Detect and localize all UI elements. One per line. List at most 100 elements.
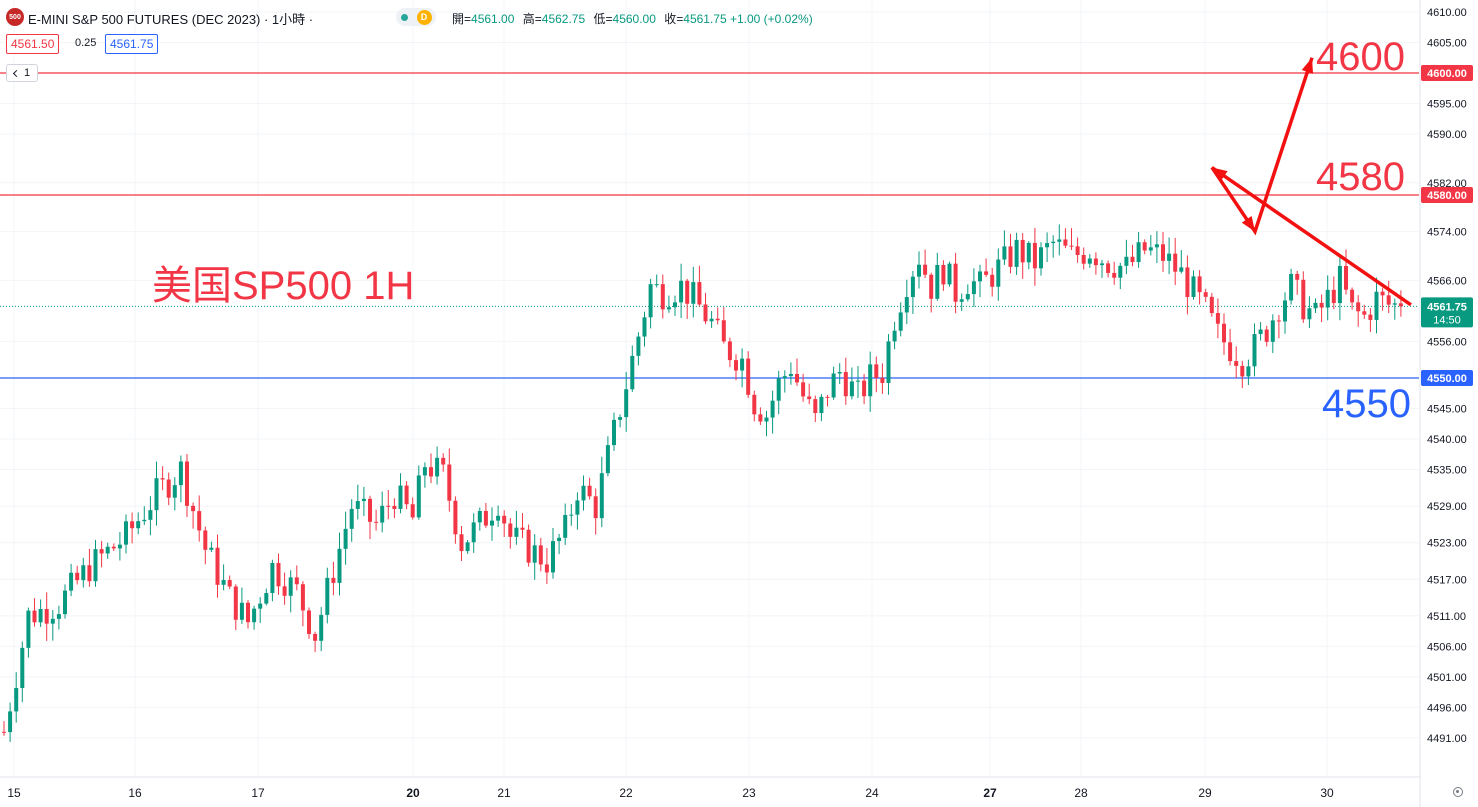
candle-body [20,647,25,688]
candle-body [630,355,635,390]
candle-body [837,372,842,374]
ohlc-legend: 開=4561.00 高=4562.75 低=4560.00 收=4561.75 … [452,10,818,27]
candle-body [1118,265,1123,278]
candle-body [1203,292,1208,297]
indicators-toggle[interactable]: 1 [6,64,38,82]
candle-body [563,515,568,538]
candle-body [331,577,336,583]
candle-body [1234,361,1239,366]
candle-body [1398,303,1403,307]
candle-body [1258,329,1263,335]
candle-body [1344,265,1348,290]
sell-price-button[interactable]: 4561.50 [6,34,60,54]
candle-body [209,547,214,550]
candle-body [374,521,379,523]
candle-body [679,280,684,303]
candle-body [734,360,738,371]
x-tick-label: 20 [406,786,420,800]
candle-body [178,461,183,486]
candle-body [807,396,812,400]
market-status[interactable]: D [396,8,436,26]
candle-body [1057,239,1062,242]
y-tick-label: 4517.00 [1427,574,1467,586]
candle-body [1319,302,1324,308]
candle-body [496,515,501,521]
candle-body [819,396,824,414]
x-tick-label: 24 [865,786,879,800]
y-tick-label: 4540.00 [1427,434,1467,446]
candle-body [532,545,537,563]
candle-body [111,546,116,549]
y-tick-label: 4566.00 [1427,275,1467,287]
level-label-4550: 4550 [1322,382,1411,426]
candle-body [1148,247,1153,251]
candle-body [1362,311,1367,315]
candle-body [93,549,98,582]
y-tick-label: 4491.00 [1427,733,1467,745]
candle-body [160,478,165,480]
level-label-4600: 4600 [1316,35,1405,79]
candle-body [447,464,452,501]
candle-body [569,514,574,516]
candle-body [1106,263,1111,273]
candle-body [587,485,592,497]
open-value: 4561.00 [471,12,515,26]
x-tick-label: 23 [742,786,756,800]
candle-body [904,297,909,313]
candle-body [154,478,159,511]
candle-body [410,504,415,518]
candle-body [709,318,714,322]
spread-value: 0.25 [75,37,97,49]
open-label: 開= [452,12,472,26]
candle-body [813,399,818,414]
candle-body [294,577,299,585]
candle-body [1252,334,1257,367]
candle-body [721,320,726,342]
candle-body [1093,258,1098,266]
candles [2,224,1403,742]
candle-body [1270,320,1275,342]
candle-body [1337,265,1342,304]
symbol-logo[interactable]: 500 [6,8,24,26]
candle-body [941,264,946,285]
y-tick-label: 4501.00 [1427,672,1467,684]
candle-body [1081,254,1086,264]
price-level-tag [1421,370,1473,386]
candle-body [648,284,653,318]
chart-grid [0,0,1419,777]
candle-body [191,505,196,512]
price-level-tag [1421,187,1473,203]
candle-body [441,457,446,465]
candle-body [50,618,55,624]
candle-body [386,505,391,507]
candle-body [795,374,799,383]
candle-body [1276,320,1281,322]
candle-body [355,501,360,509]
candle-body [740,358,745,371]
candle-body [14,687,19,712]
candle-body [1228,342,1233,362]
x-tick-label: 27 [983,786,997,800]
candle-body [929,274,934,299]
candle-body [624,389,629,418]
candle-body [1307,308,1312,320]
buy-price-button[interactable]: 4561.75 [105,34,159,54]
candle-body [593,496,598,519]
candle-body [185,461,189,506]
candle-body [264,593,269,604]
candle-body [1313,302,1318,309]
candle-body [691,282,696,304]
candle-body [1356,302,1361,312]
candle-body [898,312,903,331]
candle-body [380,505,385,523]
x-tick-label: 28 [1074,786,1088,800]
symbol-title[interactable]: E-MINI S&P 500 FUTURES (DEC 2023) · 1小時 … [28,12,314,27]
candle-body [599,473,604,519]
candle-body [276,562,281,587]
candle-body [130,521,135,529]
candle-body [953,263,958,302]
settings-gear-icon[interactable] [1453,787,1463,797]
close-label: 收= [664,12,684,26]
